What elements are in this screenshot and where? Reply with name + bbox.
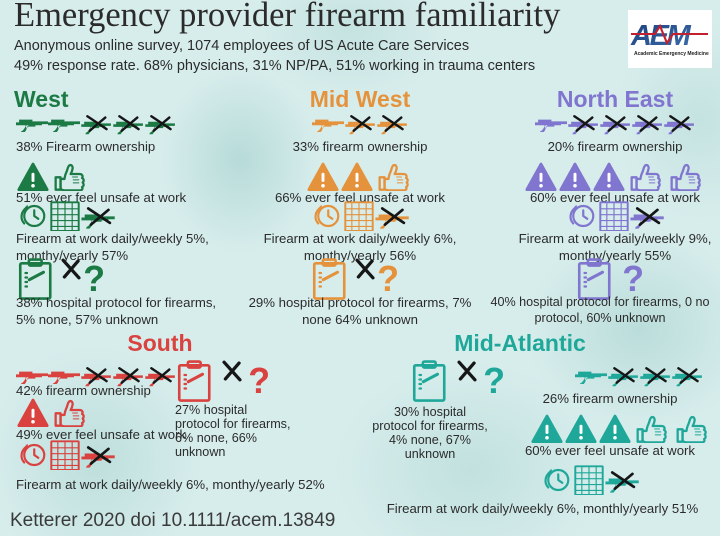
svg-text:Academic Emergency Medicine: Academic Emergency Medicine <box>634 51 709 57</box>
svg-text:?: ? <box>83 259 105 299</box>
svg-text:?: ? <box>377 259 399 299</box>
svg-text:?: ? <box>622 259 644 299</box>
svg-text:?: ? <box>248 361 270 401</box>
svg-text:AEM: AEM <box>630 20 692 52</box>
